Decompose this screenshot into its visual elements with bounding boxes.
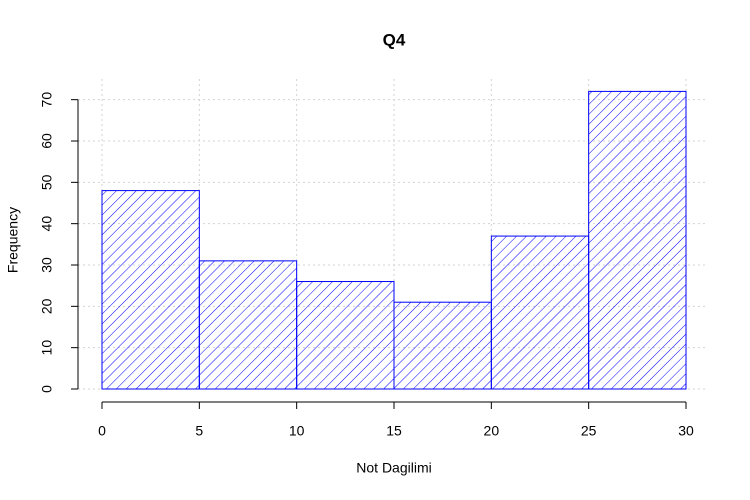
x-tick-label: 10 [289, 423, 305, 439]
y-tick-label: 0 [39, 385, 55, 393]
x-axis-label: Not Dagilimi [356, 460, 431, 476]
x-tick-label: 0 [98, 423, 106, 439]
y-tick-label: 70 [39, 92, 55, 108]
y-tick-label: 10 [39, 340, 55, 356]
y-tick-label: 50 [39, 174, 55, 190]
x-tick-label: 25 [581, 423, 597, 439]
bar [393, 301, 492, 390]
bar [490, 235, 590, 390]
chart-title: Q4 [383, 30, 406, 49]
y-tick-label: 60 [39, 133, 55, 149]
y-tick-label: 30 [39, 257, 55, 273]
y-axis-label: Frequency [5, 207, 21, 273]
x-tick-label: 5 [195, 423, 203, 439]
x-tick-label: 30 [678, 423, 694, 439]
x-tick-label: 15 [386, 423, 402, 439]
y-tick-label: 20 [39, 298, 55, 314]
bar [588, 90, 687, 390]
y-tick-label: 40 [39, 216, 55, 232]
bar [198, 260, 298, 390]
x-tick-label: 20 [484, 423, 500, 439]
bar [101, 190, 200, 390]
bar [296, 281, 395, 390]
